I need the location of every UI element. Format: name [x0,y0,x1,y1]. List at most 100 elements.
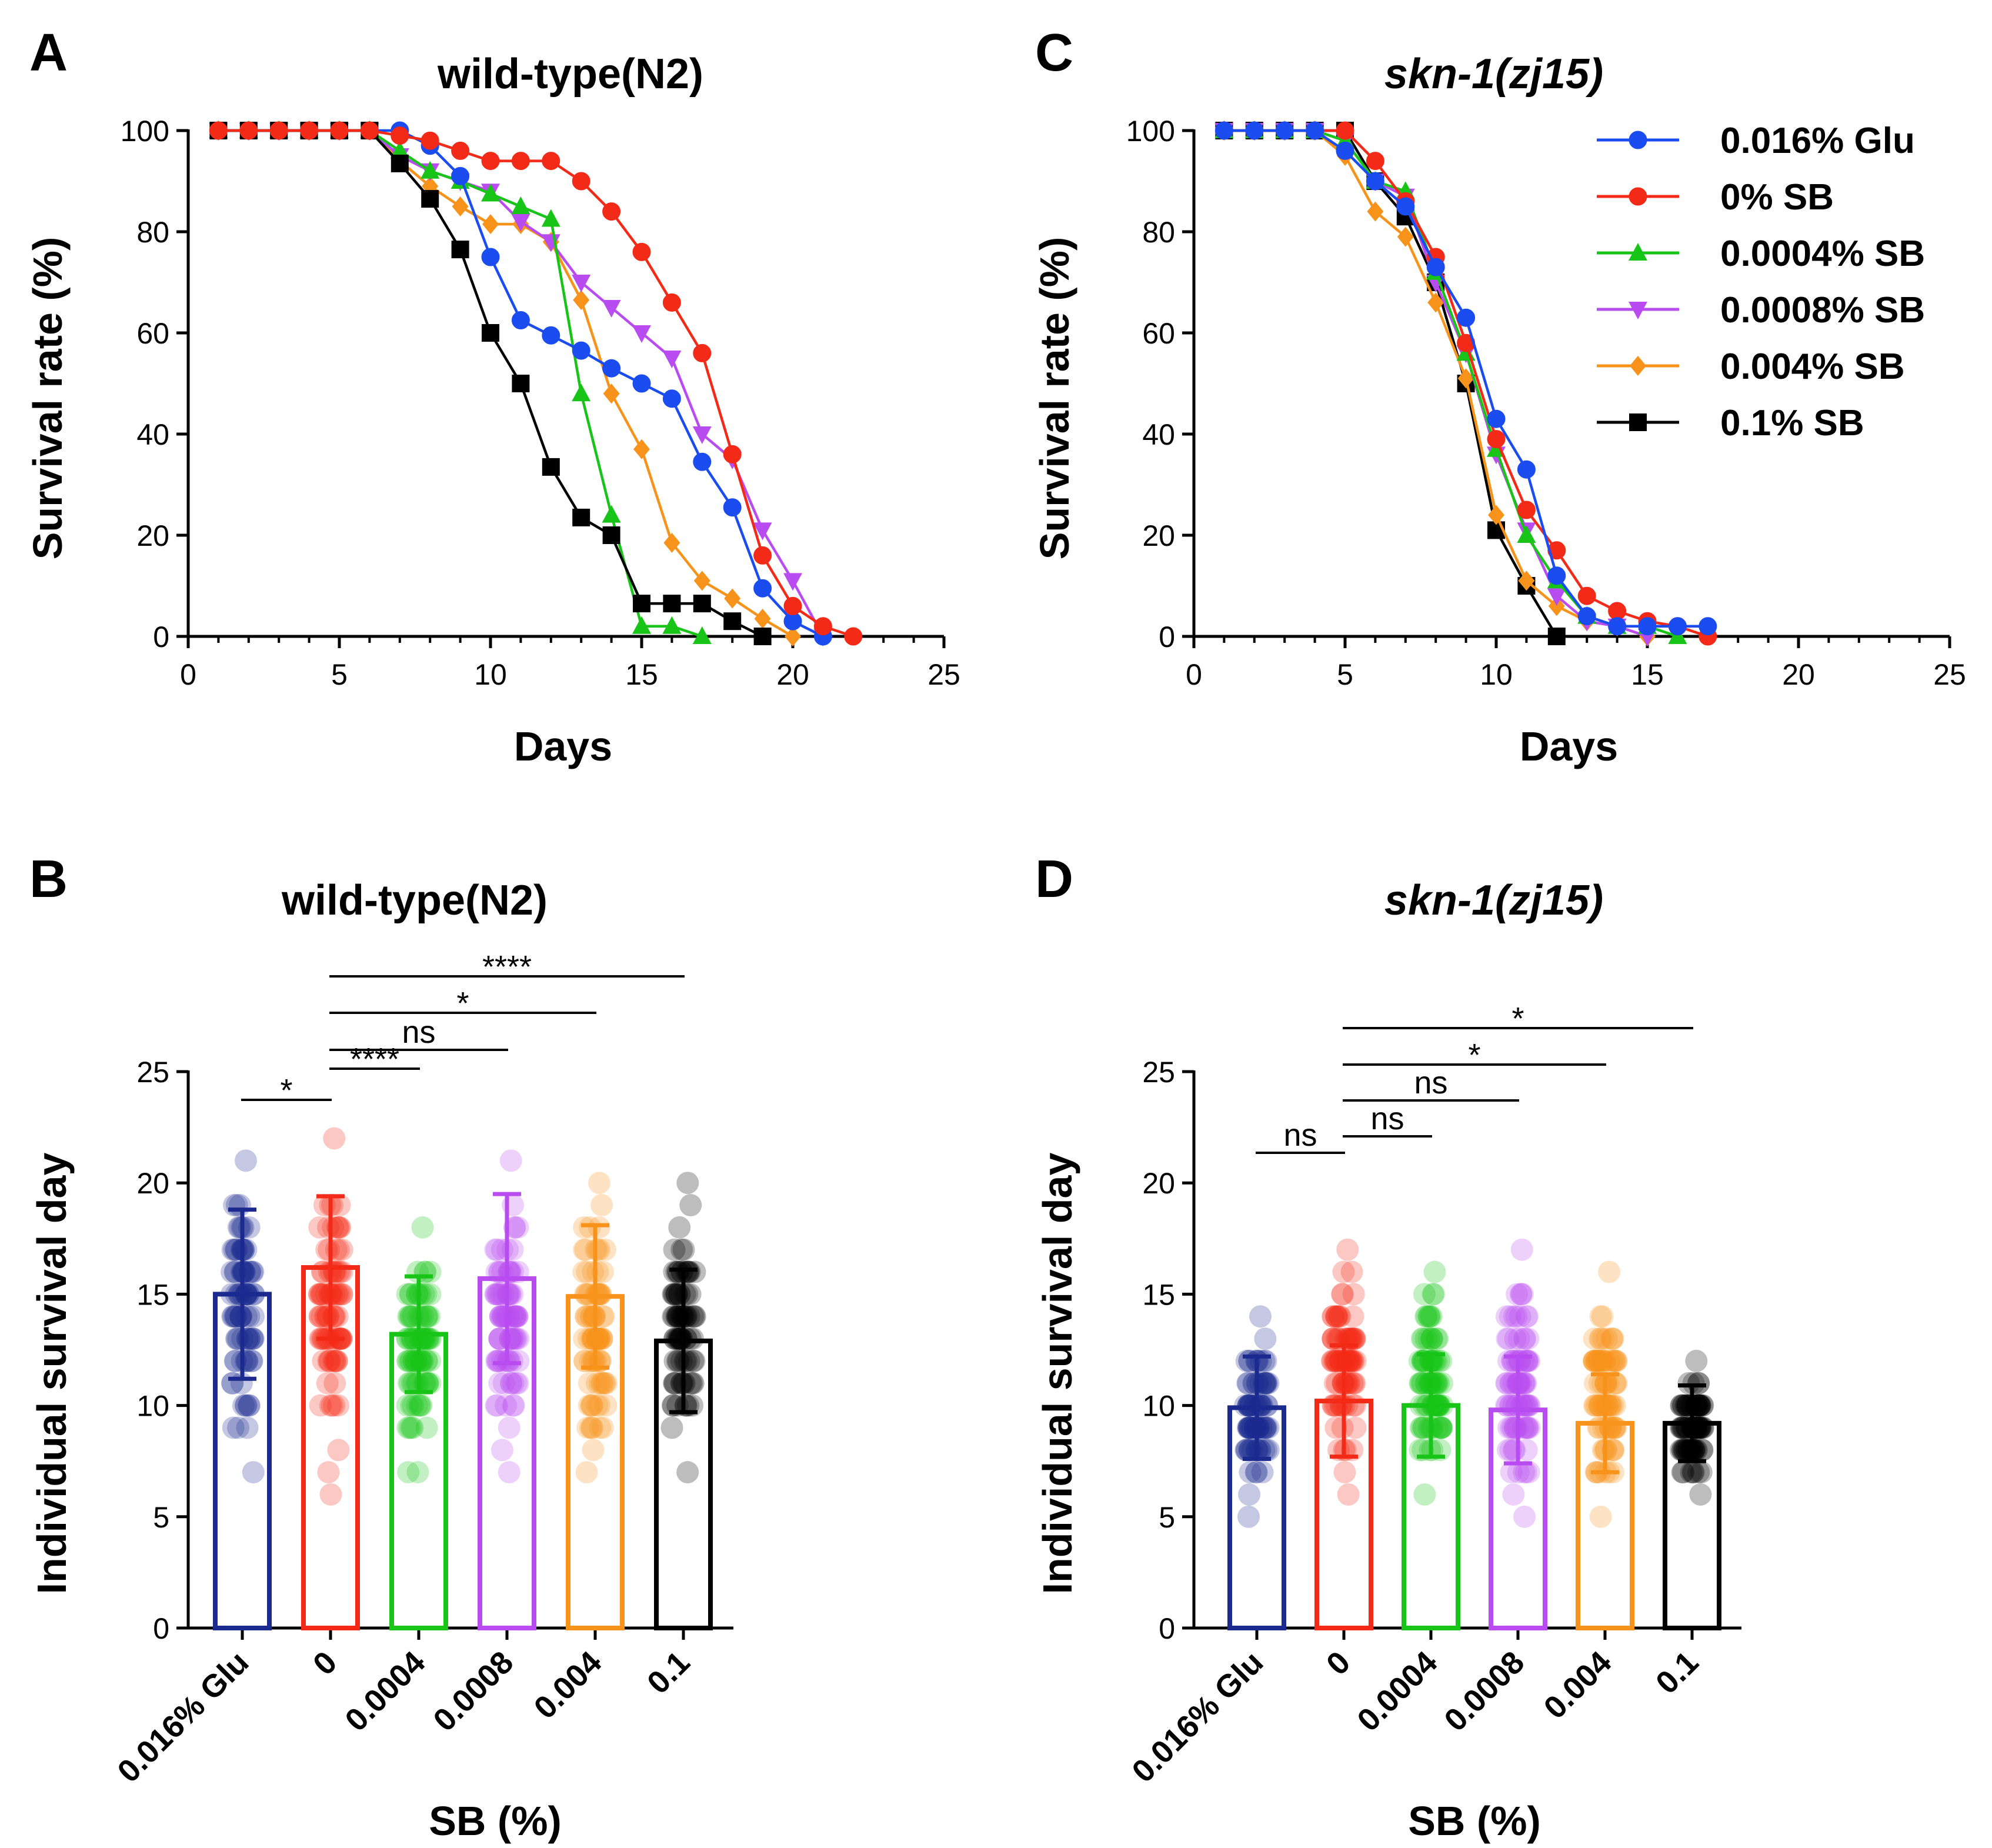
data-dot [675,1349,698,1372]
y-tick-label: 80 [1142,216,1175,249]
data-dot [1505,1305,1528,1328]
data-dot [498,1283,521,1306]
data-dot [1683,1416,1706,1439]
data-dot [593,1372,616,1395]
data-dot [1593,1349,1616,1372]
data-dot [1425,1327,1448,1350]
data-dot [1586,1349,1609,1372]
data-dot [1504,1327,1527,1350]
data-dot [1599,1416,1622,1439]
data-dot [323,1394,346,1417]
data-dot [234,1394,257,1417]
bar-group-3 [389,1216,448,1630]
data-dot [227,1416,250,1439]
series-0-0004-sb [1214,121,1687,644]
data-point [1668,617,1687,636]
data-dot [1503,1305,1526,1328]
data-dot [1517,1394,1540,1417]
data-dot [1248,1439,1271,1462]
data-point [633,439,650,459]
data-dot [1257,1372,1280,1395]
data-dot [589,1372,612,1395]
data-point [1488,505,1504,525]
legend-item: 0% SB [1597,177,1834,218]
data-point [1487,430,1506,449]
series-0-004-sb [1216,121,1656,646]
data-point [1517,501,1536,519]
data-dot [1344,1394,1367,1417]
x-axis-title: Days [514,723,612,769]
data-dot [235,1394,258,1417]
y-tick-label: 0 [153,1612,169,1645]
data-dot [504,1327,527,1350]
data-dot [316,1305,339,1328]
data-dot [662,1305,685,1328]
data-point [783,596,802,615]
data-dot [1670,1394,1693,1417]
data-dot [242,1305,265,1328]
significance-label: **** [482,949,532,985]
data-dot [683,1349,706,1372]
data-dot [323,1127,346,1150]
data-dot [1330,1349,1353,1372]
y-tick-label: 20 [1142,519,1175,552]
data-dot [502,1372,525,1395]
data-dot [1431,1394,1454,1417]
data-point [1518,571,1535,591]
data-dot [241,1327,263,1350]
data-dot [308,1305,331,1328]
data-dot [397,1372,420,1395]
data-dot [1341,1372,1364,1395]
data-dot [1416,1394,1439,1417]
data-dot [1243,1416,1266,1439]
data-dot [1237,1505,1260,1528]
legend: 0.016% Glu 0% SB 0.0004% SB 0.0008% SB 0.004… [1597,121,1925,443]
x-category-label: 0 [1320,1644,1357,1682]
data-dot [397,1349,420,1372]
data-dot [406,1394,429,1417]
data-dot [396,1416,419,1439]
data-dot [488,1260,510,1283]
data-dot [415,1305,438,1328]
data-dot [1495,1305,1518,1328]
bar-group-5 [1576,1260,1634,1631]
data-dot [1583,1372,1606,1395]
data-dot [1507,1461,1530,1484]
data-dot [419,1349,442,1372]
data-point [1366,172,1384,191]
data-dot [506,1372,529,1395]
data-dot [498,1260,520,1283]
significance-label: ns [1370,1101,1404,1136]
data-point [632,242,651,261]
data-point [421,161,440,179]
data-dot [1513,1327,1536,1350]
data-dot [416,1349,439,1372]
x-category-label: 0 [306,1644,344,1682]
data-dot [1342,1349,1365,1372]
data-dot [322,1305,345,1328]
data-dot [575,1461,598,1484]
data-point [813,617,832,636]
data-dot [1237,1372,1260,1395]
data-dot [311,1260,334,1283]
data-point [481,184,500,202]
data-point [632,325,651,343]
data-dot [405,1349,428,1372]
data-point [1487,409,1506,428]
data-dot [1427,1372,1450,1395]
data-dot [1604,1372,1627,1395]
data-dot [683,1305,706,1328]
data-point [1457,368,1474,389]
data-point [421,190,439,208]
data-dot [1689,1483,1712,1506]
data-dot [1324,1349,1347,1372]
data-dot [324,1349,347,1372]
data-dot [1604,1372,1627,1395]
data-dot [1237,1416,1260,1439]
data-point [693,343,712,362]
data-dot [593,1372,616,1395]
data-dot [499,1372,522,1395]
data-dot [1589,1505,1612,1528]
data-dot [486,1283,509,1306]
data-dot [1673,1439,1696,1462]
